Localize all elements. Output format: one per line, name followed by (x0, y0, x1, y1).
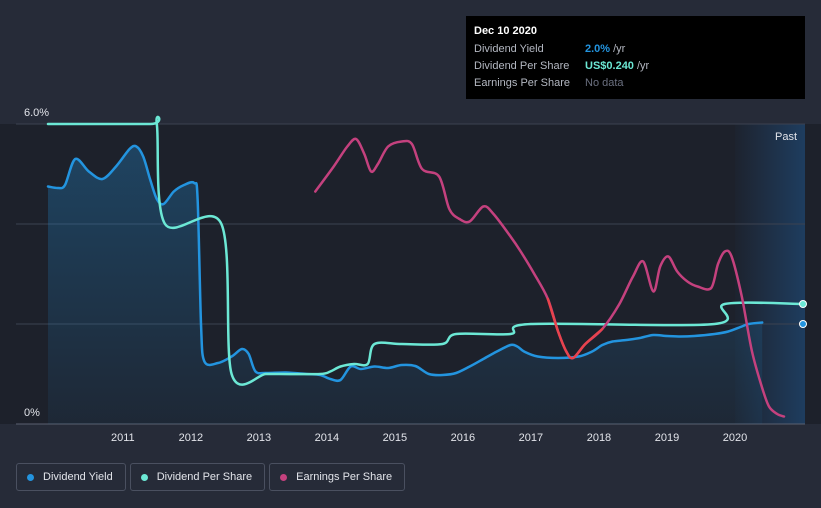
tooltip-series-value: US$0.240 (585, 60, 634, 72)
legend-label: Dividend Yield (43, 471, 113, 483)
dividend-per-share-end-marker (799, 300, 807, 308)
dividend-per-share-line (46, 115, 805, 386)
x-tick-label: 2020 (723, 432, 747, 444)
tooltip-series-unit: /yr (613, 43, 626, 55)
tooltip-series-value: No data (585, 77, 624, 89)
x-tick-label: 2014 (315, 432, 339, 444)
legend-dot-icon (280, 473, 288, 481)
x-tick-label: 2015 (383, 432, 407, 444)
tooltip-row: Dividend Yield 2.0%/yr (474, 41, 797, 58)
past-label: Past (775, 131, 797, 143)
x-tick-label: 2016 (451, 432, 475, 444)
tooltip-series-name: Earnings Per Share (474, 77, 570, 89)
dividend-yield-line (46, 144, 764, 383)
legend-item-earnings-per-share[interactable]: Earnings Per Share (269, 463, 406, 491)
legend-label: Earnings Per Share (296, 471, 393, 483)
y-tick-label: 0% (24, 407, 40, 419)
legend-dot-icon (140, 473, 148, 481)
x-tick-label: 2019 (655, 432, 679, 444)
legend-item-dividend-yield[interactable]: Dividend Yield (16, 463, 126, 491)
x-tick-label: 2012 (179, 432, 203, 444)
tooltip-series-name: Dividend Per Share (474, 60, 570, 72)
tooltip-row: Earnings Per Share No data (474, 75, 797, 92)
tooltip-series-name: Dividend Yield (474, 43, 544, 55)
legend-label: Dividend Per Share (156, 471, 253, 483)
legend-item-dividend-per-share[interactable]: Dividend Per Share (129, 463, 266, 491)
chart-legend: Dividend Yield Dividend Per Share Earnings… (16, 463, 409, 491)
x-tick-label: 2013 (247, 432, 271, 444)
tooltip-date: Dec 10 2020 (474, 25, 537, 37)
data-tooltip: Dec 10 2020 Dividend Yield 2.0%/yr Dividen… (466, 16, 805, 99)
x-tick-label: 2018 (587, 432, 611, 444)
x-tick-label: 2011 (111, 432, 135, 444)
x-tick-label: 2017 (519, 432, 543, 444)
tooltip-series-unit: /yr (636, 60, 650, 72)
y-tick-label: 6.0% (24, 107, 49, 119)
tooltip-series-value: 2.0% (585, 43, 611, 55)
legend-dot-icon (27, 473, 34, 481)
tooltip-row: Dividend Per Share US$0.240/yr (474, 58, 797, 75)
earnings-decline-segment (546, 297, 604, 360)
dividend-yield-area (48, 145, 763, 425)
dividend-yield-end-marker (799, 320, 807, 328)
